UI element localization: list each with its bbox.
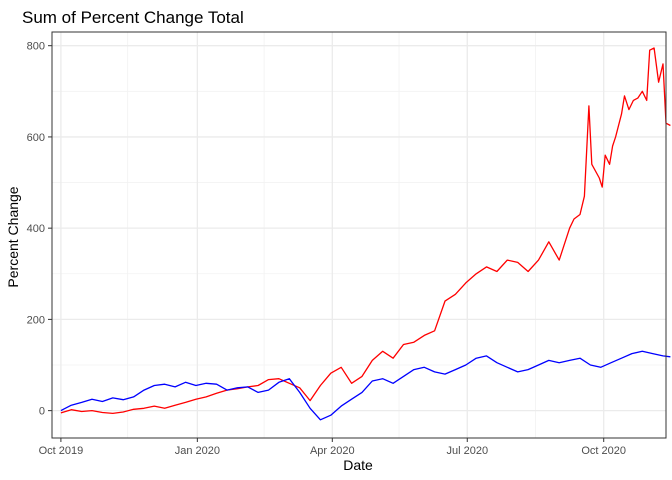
x-tick-label: Oct 2019 xyxy=(39,445,84,457)
x-tick-label: Oct 2020 xyxy=(581,445,626,457)
chart-title: Sum of Percent Change Total xyxy=(22,8,244,27)
y-tick-label: 800 xyxy=(27,41,45,53)
axis-ticks: Oct 2019 Jan 2020 Apr 2020 Jul 2020 Oct 2020… xyxy=(27,41,626,457)
plot-border xyxy=(51,31,667,439)
y-tick-label: 0 xyxy=(39,406,45,418)
series-layer xyxy=(60,47,671,421)
x-tick-label: Jul 2020 xyxy=(446,445,488,457)
series-line-2 xyxy=(60,350,671,421)
y-tick-label: 400 xyxy=(27,223,45,235)
y-tick-label: 200 xyxy=(27,314,45,326)
y-axis-title: Percent Change xyxy=(5,186,21,287)
plot-panel xyxy=(52,32,666,438)
series-line-1 xyxy=(60,47,671,415)
x-axis-title: Date xyxy=(343,457,373,473)
major-gridlines xyxy=(52,32,666,438)
y-tick-label: 600 xyxy=(27,132,45,144)
x-tick-label: Jan 2020 xyxy=(175,445,220,457)
x-tick-label: Apr 2020 xyxy=(310,445,355,457)
minor-gridlines xyxy=(52,32,666,438)
